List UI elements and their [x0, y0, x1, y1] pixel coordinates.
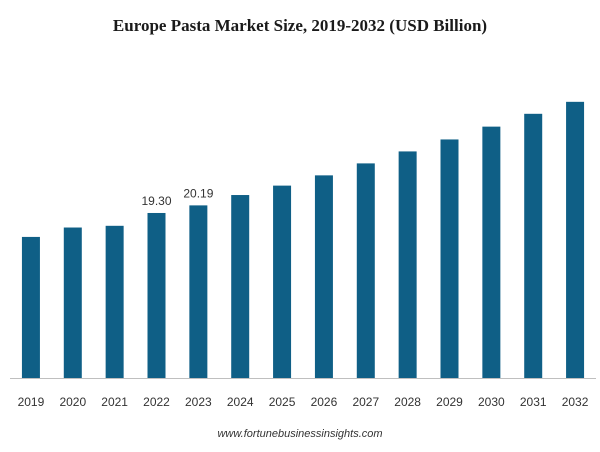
x-tick-label-2019: 2019: [18, 395, 45, 409]
x-tick-label-2021: 2021: [101, 395, 128, 409]
x-tick-label-2022: 2022: [143, 395, 170, 409]
x-tick-label-2020: 2020: [59, 395, 86, 409]
x-tick-label-2026: 2026: [311, 395, 338, 409]
source-text: www.fortunebusinessinsights.com: [217, 428, 383, 440]
bar-2027: [356, 163, 375, 378]
bar-2025: [273, 185, 292, 378]
bar-2021: [105, 225, 124, 378]
data-label-2023: 20.19: [183, 186, 213, 200]
x-tick-label-2027: 2027: [352, 395, 379, 409]
x-tick-label-2029: 2029: [436, 395, 463, 409]
x-tick-label-2028: 2028: [394, 395, 421, 409]
x-tick-label-2030: 2030: [478, 395, 505, 409]
bar-2031: [524, 113, 543, 378]
bar-2022: [147, 212, 166, 378]
data-label-2022: 19.30: [141, 194, 171, 208]
x-tick-label-2031: 2031: [520, 395, 547, 409]
x-tick-label-2024: 2024: [227, 395, 254, 409]
x-tick-label-2025: 2025: [269, 395, 296, 409]
x-tick-label-2032: 2032: [562, 395, 589, 409]
bar-2028: [398, 151, 417, 378]
bar-2019: [21, 236, 40, 378]
bar-2024: [231, 195, 250, 378]
x-tick-label-2023: 2023: [185, 395, 212, 409]
bar-2020: [63, 227, 82, 378]
bar-2032: [566, 101, 585, 378]
chart-title: Europe Pasta Market Size, 2019-2032 (USD…: [112, 16, 488, 35]
bar-2029: [440, 139, 459, 378]
bar-2026: [314, 175, 333, 378]
bar-2023: [189, 205, 208, 378]
bar-2030: [482, 126, 501, 378]
